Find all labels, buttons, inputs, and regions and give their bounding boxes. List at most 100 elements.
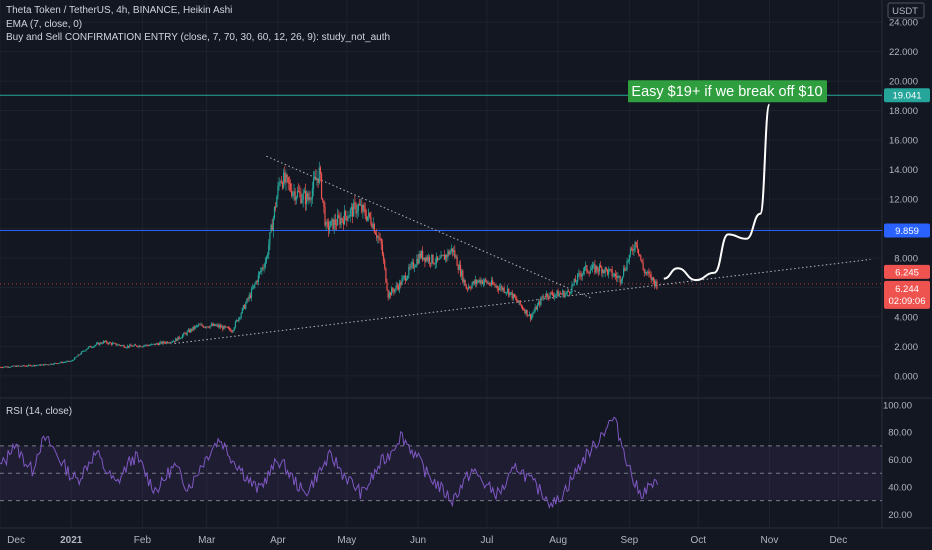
candle-body [386,282,388,291]
candle-body [44,364,46,366]
candle-body [525,309,527,314]
candle-body [518,300,520,303]
candle-body [83,350,85,352]
candle-body [322,198,324,201]
legend-symbol[interactable]: Theta Token / TetherUS, 4h, BINANCE, Hei… [6,5,233,16]
candle-body [562,291,564,295]
candle-body [627,261,629,262]
candle-body [382,254,385,261]
legend-ema[interactable]: EMA (7, close, 0) [6,19,83,30]
price-tick-label: 8.000 [894,253,918,264]
candle-body [356,210,358,214]
candle-body [153,343,155,345]
candle-body [403,275,405,277]
candle-body [260,271,262,272]
candle-body [478,279,480,282]
candle-body [301,199,303,203]
candle-body [130,344,132,346]
candle-body [109,342,111,344]
candle-body [612,275,614,277]
candle-body [476,279,478,284]
candle-body [101,343,103,345]
candle-body [300,192,302,203]
candle-body [247,298,249,300]
candle-body [103,341,106,342]
candle-body [190,328,192,333]
rsi-tick-label: 40.00 [888,482,912,493]
candle-body [355,203,357,214]
candle-body [256,281,258,283]
candle-body [185,333,187,335]
candle-body [297,190,300,192]
candle-body [393,290,395,293]
candle-body [644,272,647,274]
candle-body [52,364,54,366]
candle-body [250,288,253,298]
candle-body [48,364,50,366]
candle-body [412,262,415,268]
candle-body [332,218,334,230]
candle-body [652,277,655,281]
candle-body [489,284,491,286]
badge-close-bg [884,280,930,309]
candle-body [88,346,91,347]
candle-body [517,301,519,303]
candle-body [94,344,96,346]
candle-body [389,292,392,296]
candle-body [395,285,397,289]
candle-body [286,174,288,178]
candle-body [78,354,80,356]
candle-body [234,321,237,328]
badge-resistance-mid: 9.859 [895,226,919,237]
legend-indicator[interactable]: Buy and Sell CONFIRMATION ENTRY (close, … [6,32,391,43]
candle-body [148,345,150,346]
candle-body [609,269,611,270]
candle-body [9,366,11,368]
candle-body [202,325,204,328]
candle-body [222,326,224,330]
candle-body [558,293,560,297]
candle-body [8,367,10,368]
candle-body [351,206,354,217]
candle-body [469,286,471,288]
time-tick-label: 2021 [60,535,83,546]
candle-body [504,292,506,293]
candle-body [273,206,276,218]
candle-body [95,343,98,345]
candle-body [552,295,555,298]
candle-body [20,365,22,367]
candle-body [391,288,393,296]
candle-body [84,350,86,352]
candle-body [591,264,594,269]
candle-body [433,263,435,265]
candle-body [208,327,210,329]
candle-body [529,314,532,320]
candle-body [162,341,164,344]
candle-body [587,271,589,273]
candle-body [528,314,531,316]
candle-body [117,344,119,346]
candle-body [648,271,650,274]
candle-body [342,220,344,225]
candle-body [25,365,28,367]
badge-last-price-bg [884,264,930,279]
candle-body [333,219,335,230]
candle-body [654,280,656,286]
candle-body [656,281,658,289]
candle-body [505,292,508,293]
candle-body [207,326,209,328]
trendline [266,155,591,299]
candle-body [597,270,599,272]
candle-body [43,364,45,366]
candle-body [320,173,323,199]
candle-body [107,343,109,344]
candle-body [550,292,552,294]
candle-body [159,342,161,346]
legend-rsi[interactable]: RSI (14, close) [6,406,73,417]
candle-body [464,279,466,286]
candle-body [503,287,505,293]
candle-body [571,284,573,292]
candle-body [573,279,575,285]
candle-body [160,341,162,343]
candle-body [540,297,542,305]
